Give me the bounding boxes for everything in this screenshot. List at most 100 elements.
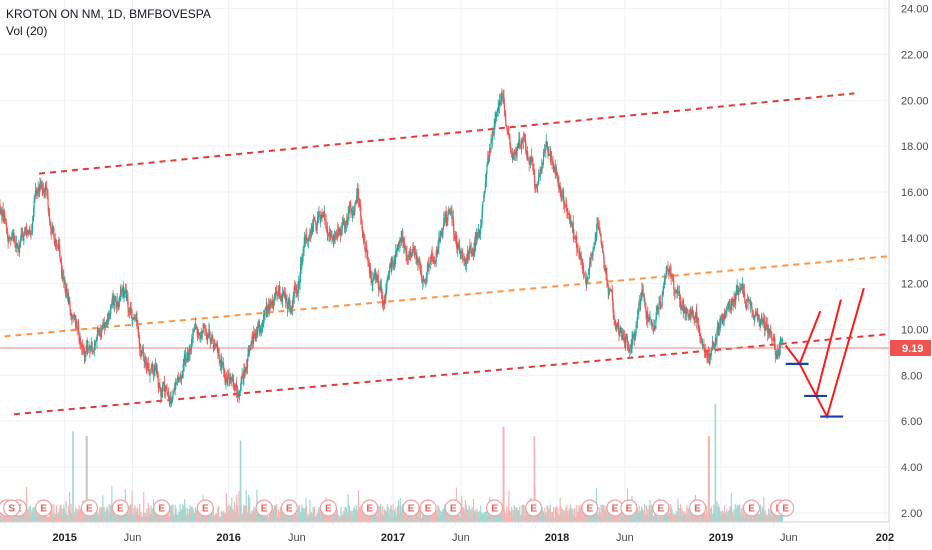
- candle: [281, 295, 283, 302]
- candle: [79, 335, 82, 350]
- candle: [166, 383, 168, 397]
- volume-bar: [423, 510, 425, 522]
- volume-bar: [279, 507, 281, 522]
- candle-body: [97, 330, 99, 332]
- symbol-title[interactable]: KROTON ON NM, 1D, BMFBOVESPA: [6, 7, 211, 21]
- candle: [486, 161, 488, 175]
- price-axis[interactable]: 24.0022.0020.0018.0016.0014.0012.0010.00…: [888, 0, 932, 550]
- candle-body: [127, 300, 129, 310]
- candle-body: [632, 333, 634, 341]
- candle: [17, 245, 19, 257]
- volume-bar: [741, 508, 743, 522]
- candle-body: [227, 375, 229, 380]
- candle: [532, 163, 534, 175]
- candle-body: [731, 299, 733, 306]
- candle-body: [563, 196, 565, 204]
- candle-body: [357, 189, 360, 200]
- earnings-marker: E: [444, 499, 462, 517]
- candle-body: [733, 297, 736, 302]
- volume-bar: [519, 505, 521, 522]
- candle-body: [136, 317, 138, 328]
- candle-body: [500, 94, 502, 101]
- candle-body: [257, 323, 259, 325]
- time-axis[interactable]: 2015 Jun 2016 Jun 2017 Jun 2018 Jun 2019 Jun 202: [0, 521, 894, 550]
- volume-bar: [402, 511, 404, 522]
- candle-body: [415, 254, 417, 260]
- candle: [350, 201, 352, 219]
- candle: [34, 182, 37, 197]
- candle-body: [135, 316, 138, 319]
- earnings-marker: E: [153, 499, 171, 517]
- volume-bar: [354, 511, 356, 522]
- volume-bar: [335, 506, 338, 522]
- candle-body: [121, 291, 123, 293]
- candle: [145, 356, 148, 373]
- candle: [423, 275, 425, 282]
- candle: [199, 331, 201, 343]
- volume-bar: [76, 509, 78, 522]
- volume-bar: [731, 508, 733, 522]
- candle: [651, 322, 653, 327]
- candle: [40, 181, 42, 190]
- candle: [752, 310, 754, 320]
- candle-body: [332, 240, 334, 242]
- candle-body: [390, 265, 392, 268]
- candle-body: [55, 238, 57, 244]
- candle-body: [643, 295, 645, 302]
- candle: [305, 227, 307, 244]
- candle: [692, 306, 694, 318]
- candle-body: [334, 232, 336, 236]
- volume-bar: [114, 515, 116, 522]
- candle: [422, 275, 424, 288]
- candle: [523, 132, 525, 141]
- candle: [40, 178, 42, 191]
- candle: [593, 242, 595, 251]
- candle-body: [264, 309, 266, 316]
- volume-bar: [295, 515, 297, 522]
- volume-bar: [146, 508, 148, 522]
- candle-body: [181, 375, 183, 379]
- candle-body: [303, 244, 305, 249]
- volume-bar: [236, 494, 238, 522]
- volume-bar: [690, 515, 692, 522]
- candle: [82, 339, 84, 355]
- candle-body: [259, 330, 262, 333]
- candle: [715, 333, 717, 347]
- candle-body: [405, 251, 407, 255]
- candle-body: [179, 376, 181, 378]
- candle: [778, 341, 780, 359]
- candle-body: [380, 286, 382, 294]
- candle: [473, 242, 475, 258]
- volume-bar: [495, 513, 497, 522]
- candle-body: [204, 327, 206, 329]
- candle: [735, 284, 737, 300]
- candle-body: [82, 348, 84, 350]
- volume-bar: [70, 503, 72, 522]
- candle-body: [608, 289, 611, 291]
- volume-bar: [0, 517, 2, 522]
- forecast-drawings: [784, 287, 865, 420]
- candle-body: [605, 267, 607, 274]
- candle-body: [148, 368, 150, 374]
- candle-body: [29, 231, 31, 234]
- earnings-marker: E: [80, 499, 98, 517]
- volume-bar: [445, 510, 448, 522]
- candle-body: [709, 355, 711, 358]
- candle: [674, 289, 676, 301]
- volume-bar: [444, 511, 446, 522]
- volume-bar: [554, 507, 556, 522]
- candle: [150, 363, 152, 374]
- candle-body: [255, 333, 257, 339]
- candle-body: [126, 294, 129, 302]
- candle: [33, 195, 35, 217]
- volume-indicator-label[interactable]: Vol (20): [6, 24, 48, 38]
- candle: [146, 362, 148, 375]
- volume-bar: [610, 514, 612, 522]
- volume-bar: [98, 509, 100, 522]
- candle-body: [584, 277, 586, 279]
- candle-body: [664, 276, 666, 279]
- volume-bar: [389, 508, 391, 522]
- candle: [269, 298, 271, 312]
